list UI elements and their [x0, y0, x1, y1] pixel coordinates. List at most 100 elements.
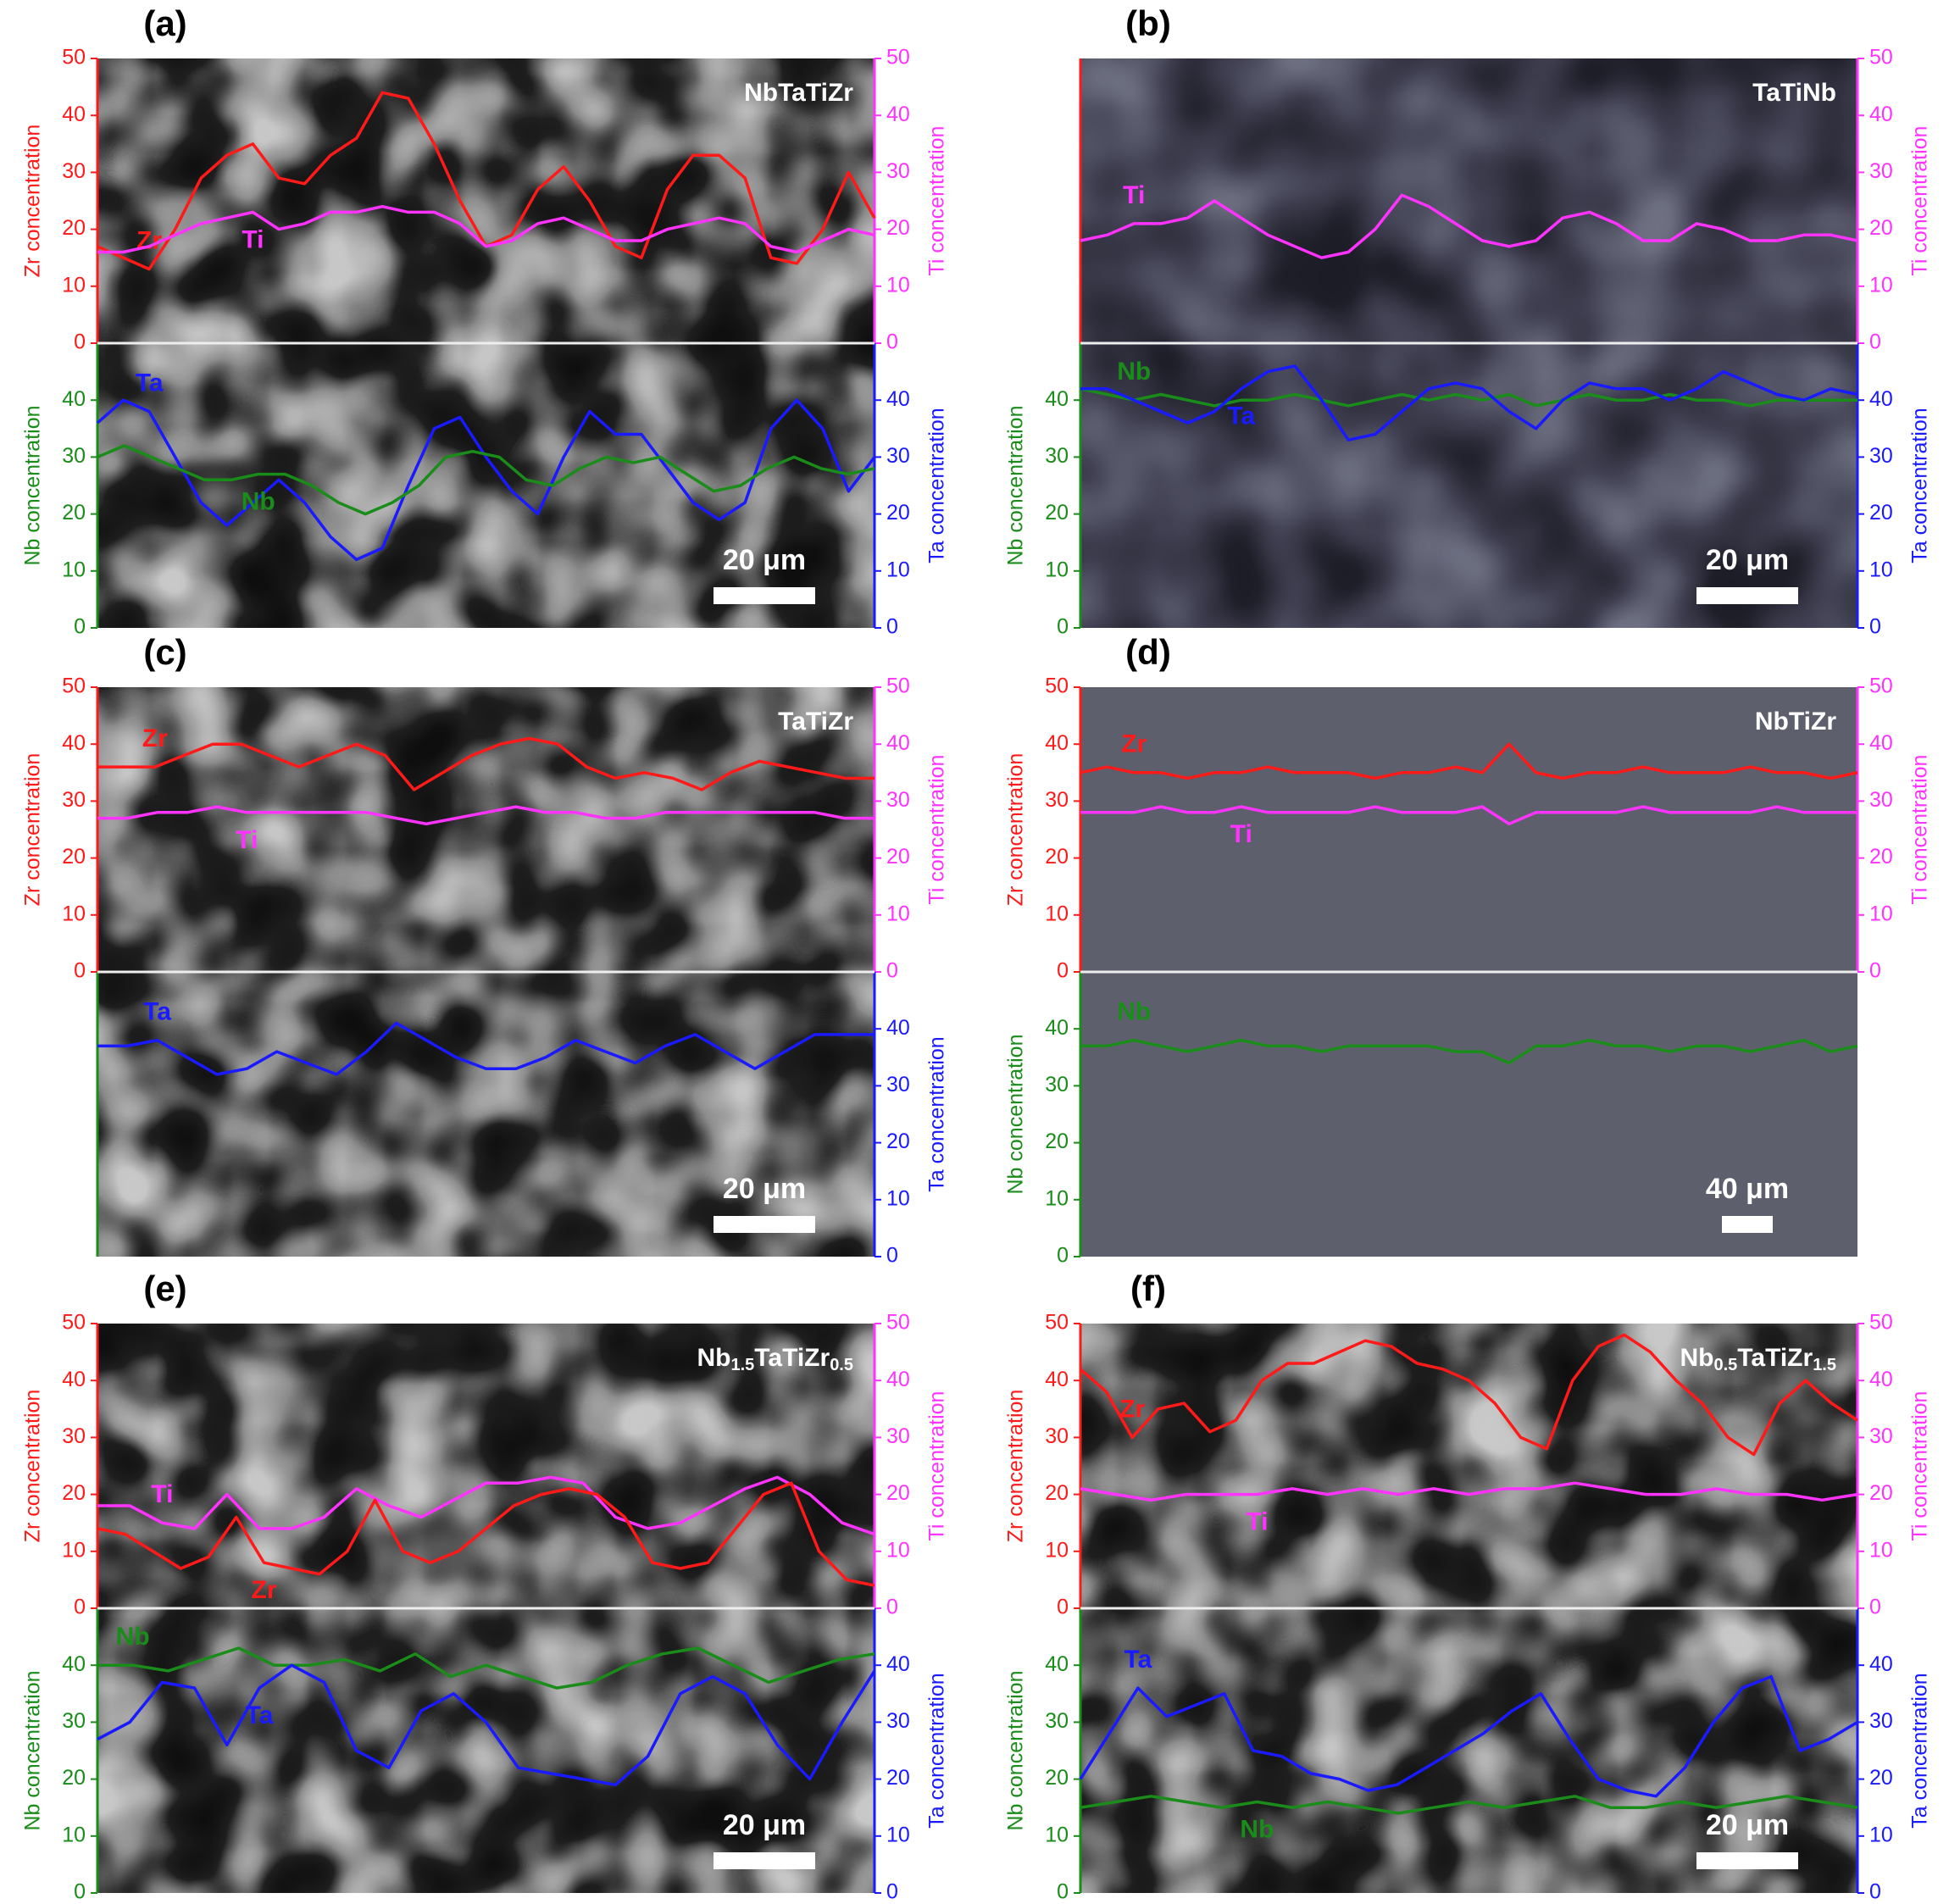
y-tick-label: 30 — [1869, 1709, 1893, 1733]
y-tick-label: 20 — [1045, 501, 1069, 525]
axis-title: Ta concentration — [1908, 1673, 1932, 1828]
data-line — [97, 204, 875, 254]
y-tick-label: 50 — [1869, 46, 1893, 69]
y-tick-label: 0 — [74, 1596, 86, 1619]
y-tick-label: 0 — [1869, 1880, 1881, 1904]
data-line — [97, 1663, 876, 1787]
y-tick-label: 20 — [886, 1130, 910, 1153]
y-tick-label: 50 — [62, 674, 86, 698]
alloy-subscript: 1.5 — [1813, 1356, 1836, 1374]
y-tick-label: 40 — [1869, 731, 1893, 755]
alloy-part: Nb — [697, 1344, 730, 1372]
y-tick-label: 0 — [74, 330, 86, 354]
data-line — [97, 1475, 875, 1536]
axis-title: Ti concentration — [1908, 126, 1932, 276]
y-tick-label: 20 — [1869, 845, 1893, 869]
alloy-name: TaTiZr — [778, 708, 853, 736]
y-tick-label: 30 — [62, 444, 86, 468]
y-tick-label: 20 — [1869, 501, 1893, 525]
y-tick-label: 40 — [1045, 731, 1069, 755]
y-tick-label: 30 — [1045, 1709, 1069, 1733]
data-line — [97, 805, 875, 826]
y-tick-label: 30 — [1045, 1073, 1069, 1096]
y-tick-label: 30 — [62, 1709, 86, 1733]
y-tick-label: 10 — [886, 1538, 910, 1562]
y-tick-label: 50 — [886, 1311, 910, 1335]
alloy-name: Nb0.5TaTiZr1.5 — [1680, 1344, 1836, 1374]
scale-bar-label: 20 μm — [723, 1809, 806, 1841]
scale-bar — [1722, 1216, 1773, 1233]
y-tick-label: 10 — [1045, 1823, 1069, 1846]
alloy-name: Nb1.5TaTiZr0.5 — [697, 1344, 853, 1374]
y-tick-label: 20 — [1045, 1130, 1069, 1153]
y-tick-label: 0 — [886, 1880, 898, 1904]
y-tick-label: 40 — [62, 731, 86, 755]
y-tick-label: 40 — [886, 103, 910, 126]
alloy-name: NbTiZr — [1755, 708, 1836, 736]
axis-title: Ta concentration — [925, 408, 949, 563]
y-tick-label: 10 — [62, 1823, 86, 1846]
y-tick-label: 40 — [1045, 1016, 1069, 1040]
data-line — [97, 444, 875, 516]
y-tick-label: 30 — [1869, 444, 1893, 468]
y-tick-label: 0 — [1869, 330, 1881, 354]
y-tick-label: 30 — [886, 444, 910, 468]
axis-title: Zr concentration — [1004, 1390, 1028, 1543]
y-tick-label: 40 — [886, 731, 910, 755]
alloy-part: TaTiZr — [1737, 1344, 1813, 1372]
scale-bar — [714, 587, 815, 604]
y-tick-label: 30 — [62, 159, 86, 183]
y-tick-label: 20 — [886, 1481, 910, 1505]
series-label: Zr — [1119, 1395, 1145, 1423]
scale-bar-label: 20 μm — [1706, 1809, 1789, 1841]
y-tick-label: 10 — [1869, 902, 1893, 925]
y-tick-label: 0 — [886, 615, 898, 639]
y-tick-label: 30 — [886, 788, 910, 812]
scale-bar — [1696, 587, 1798, 604]
data-line — [1080, 805, 1857, 826]
y-tick-label: 10 — [886, 902, 910, 925]
y-tick-label: 50 — [886, 674, 910, 698]
panel-label: (f) — [1130, 1268, 1166, 1308]
y-tick-label: 0 — [1869, 959, 1881, 983]
scale-bar-label: 20 μm — [723, 1173, 806, 1205]
axis-title: Ti concentration — [925, 755, 949, 905]
alloy-name: NbTaTiZr — [744, 79, 853, 107]
series-label: Ti — [242, 225, 264, 253]
y-tick-label: 0 — [1057, 959, 1069, 983]
y-tick-label: 30 — [1869, 159, 1893, 183]
y-tick-label: 20 — [886, 1766, 910, 1790]
y-tick-label: 40 — [1045, 1652, 1069, 1676]
alloy-name: TaTiNb — [1752, 79, 1836, 107]
alloy-subscript: 0.5 — [830, 1356, 853, 1374]
y-tick-label: 10 — [1869, 273, 1893, 297]
alloy-part: NbTaTiZr — [744, 79, 853, 107]
y-tick-label: 0 — [1869, 1596, 1881, 1619]
y-tick-label: 50 — [62, 1311, 86, 1335]
series-label: Ta — [1124, 1646, 1152, 1674]
y-tick-label: 30 — [62, 1424, 86, 1448]
y-tick-label: 50 — [1869, 674, 1893, 698]
y-tick-label: 0 — [886, 1244, 898, 1268]
series-label: Nb — [242, 487, 275, 515]
y-tick-label: 20 — [1045, 845, 1069, 869]
panel-label: (d) — [1125, 632, 1171, 672]
y-tick-label: 20 — [1869, 1766, 1893, 1790]
panel-label: (b) — [1125, 3, 1171, 43]
axis-title: Zr concentration — [21, 753, 45, 907]
y-tick-label: 0 — [1057, 615, 1069, 639]
data-line — [1080, 1038, 1858, 1065]
y-tick-label: 0 — [74, 959, 86, 983]
y-tick-label: 20 — [62, 845, 86, 869]
y-tick-label: 40 — [886, 1652, 910, 1676]
series-label: Zr — [252, 1576, 277, 1604]
series-label: Ti — [1123, 181, 1145, 209]
series-label: Zr — [142, 724, 168, 752]
alloy-part: TaTiZr — [754, 1344, 830, 1372]
series-label: Nb — [1117, 358, 1151, 386]
data-line — [97, 1481, 875, 1587]
data-line — [1079, 1333, 1858, 1457]
axis-title: Ta concentration — [925, 1036, 949, 1191]
